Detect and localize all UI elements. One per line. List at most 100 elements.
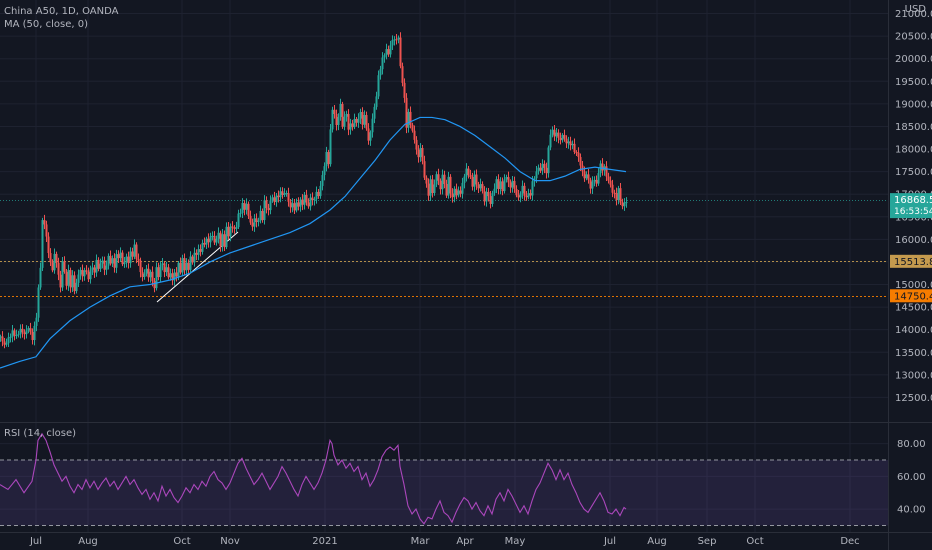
candle-body	[277, 195, 280, 198]
last-price-label: 16868.5	[894, 195, 932, 206]
rsi-legend[interactable]: RSI (14, close)	[4, 428, 77, 439]
candle-body	[219, 232, 222, 247]
candle-body	[147, 268, 150, 278]
candle-body	[299, 199, 302, 207]
price-tick-label: 16000.0	[895, 235, 932, 246]
candle-body	[279, 191, 282, 198]
candle-body	[285, 193, 288, 195]
candle-body	[489, 196, 492, 204]
candle-body	[453, 188, 456, 198]
candle-body	[567, 141, 570, 144]
candle-body	[377, 75, 380, 97]
candle-body	[495, 179, 498, 189]
candle-body	[83, 270, 86, 277]
candle-body	[43, 220, 46, 225]
symbol-legend[interactable]: China A50, 1D, OANDA	[4, 6, 119, 17]
candle-body	[149, 271, 152, 278]
price-tick-label: 14500.0	[895, 303, 932, 314]
ma-legend[interactable]: MA (50, close, 0)	[4, 19, 89, 30]
candle-body	[399, 37, 402, 67]
candle-body	[507, 177, 510, 183]
candle-body	[227, 226, 230, 237]
candle-body	[525, 195, 528, 198]
candle-body	[199, 249, 202, 252]
candle-body	[105, 265, 108, 270]
time-tick-label: Dec	[840, 536, 859, 547]
candle-body	[395, 39, 398, 41]
candle-body	[483, 191, 486, 202]
candle-body	[255, 218, 258, 222]
candle-body	[401, 66, 404, 83]
candle-body	[517, 195, 520, 198]
candle-body	[523, 185, 526, 196]
candle-body	[587, 174, 590, 180]
candle-body	[427, 183, 430, 196]
candle-body	[605, 166, 608, 177]
time-tick-label: Apr	[456, 536, 474, 547]
candle-body	[383, 55, 386, 58]
candle-body	[281, 191, 284, 195]
candle-body	[305, 194, 308, 203]
candle-body	[373, 106, 376, 119]
candle-body	[411, 124, 414, 131]
candle-body	[107, 255, 110, 266]
level-badge	[890, 289, 932, 303]
candle-body	[403, 82, 406, 98]
candle-body	[297, 202, 300, 207]
candle-body	[243, 202, 246, 210]
candle-body	[325, 152, 328, 167]
candle-body	[597, 173, 600, 184]
candle-body	[455, 188, 458, 196]
candle-body	[21, 328, 24, 333]
candle-body	[1, 336, 4, 342]
candle-body	[449, 176, 452, 194]
candle-body	[25, 330, 28, 335]
candle-body	[269, 200, 272, 211]
candle-body	[69, 270, 72, 288]
level-badge	[890, 254, 932, 268]
candle-body	[575, 152, 578, 154]
candle-body	[535, 171, 538, 179]
candle-body	[515, 189, 518, 196]
rsi-tick-label: 60.00	[897, 472, 926, 483]
time-tick-label: Aug	[78, 536, 98, 547]
candle-body	[503, 179, 506, 192]
time-tick-label: Aug	[647, 536, 667, 547]
currency-label[interactable]: USD	[904, 4, 926, 15]
candle-body	[357, 118, 360, 123]
time-tick-label: Jul	[29, 536, 42, 547]
candle-body	[165, 267, 168, 273]
candle-body	[203, 242, 206, 245]
candle-body	[45, 224, 48, 237]
candle-body	[229, 226, 232, 237]
candle-body	[561, 134, 564, 141]
candle-body	[471, 177, 474, 187]
candles	[0, 32, 628, 349]
candle-body	[463, 176, 466, 183]
candle-body	[101, 260, 104, 264]
candle-body	[595, 179, 598, 184]
candle-body	[81, 269, 84, 277]
candle-body	[563, 134, 566, 139]
candle-body	[331, 109, 334, 130]
candle-body	[193, 252, 196, 263]
last-price-badge	[890, 193, 932, 219]
candle-body	[389, 45, 392, 55]
candle-body	[233, 227, 236, 229]
candle-body	[51, 262, 54, 271]
candle-body	[135, 244, 138, 259]
candle-body	[479, 184, 482, 189]
candle-body	[121, 252, 124, 265]
candle-body	[579, 157, 582, 166]
candle-body	[353, 118, 356, 128]
candle-body	[217, 232, 220, 239]
candle-body	[143, 273, 146, 277]
candle-body	[585, 174, 588, 179]
candle-body	[11, 330, 14, 337]
candle-body	[251, 222, 254, 227]
candle-body	[573, 143, 576, 153]
candle-body	[335, 113, 338, 126]
candle-body	[365, 115, 368, 129]
candle-body	[205, 238, 208, 245]
